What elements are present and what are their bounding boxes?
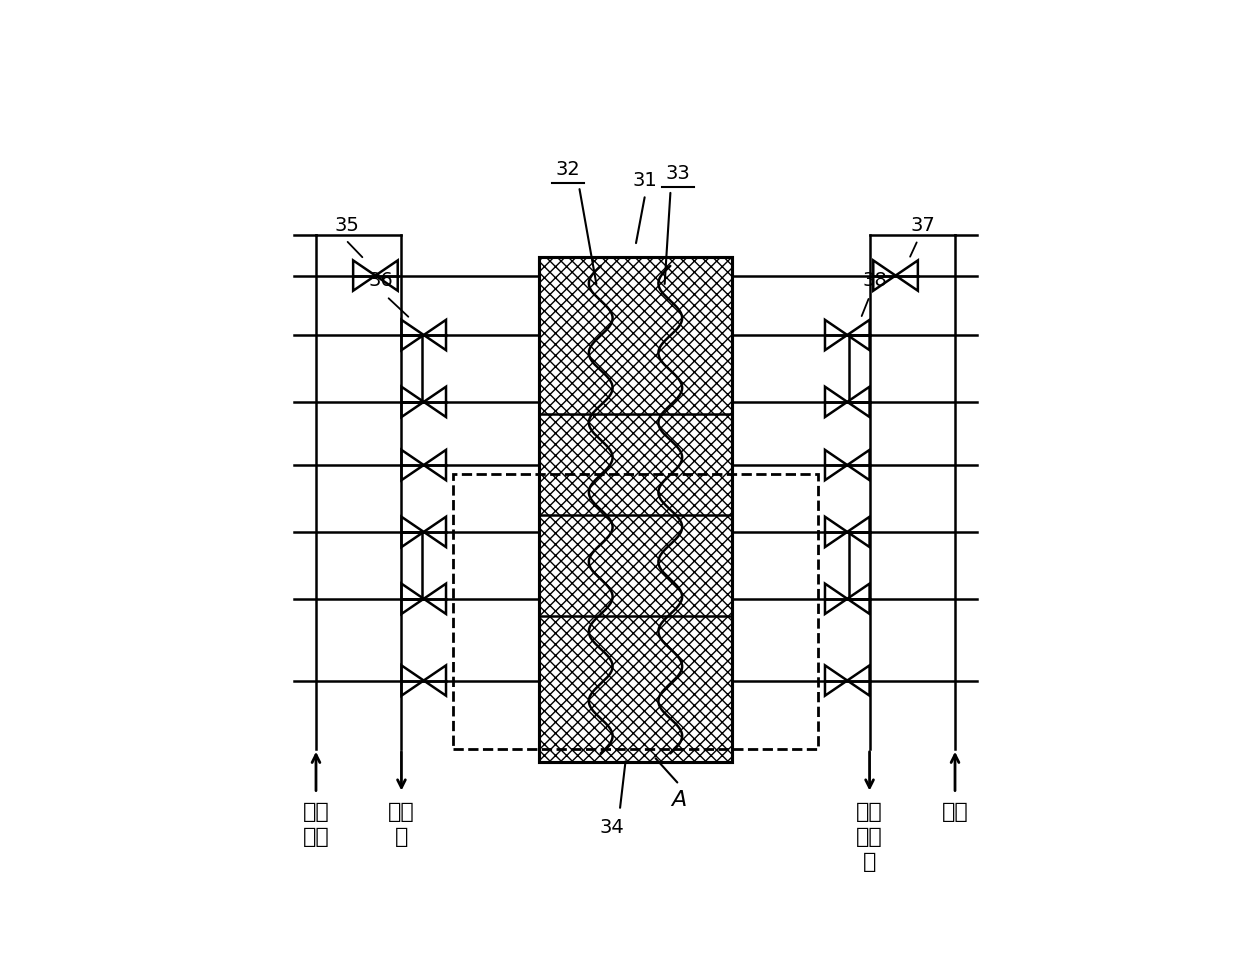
Text: 32: 32 xyxy=(556,160,580,179)
Text: 37: 37 xyxy=(910,216,935,234)
Text: A: A xyxy=(672,789,687,810)
Bar xyxy=(539,257,732,762)
Text: 冷水: 冷水 xyxy=(941,802,968,822)
Text: 过热
蒸汽: 过热 蒸汽 xyxy=(303,802,330,847)
Text: 31: 31 xyxy=(632,171,657,190)
Text: 热水
或蒸
汽: 热水 或蒸 汽 xyxy=(856,802,883,872)
Text: 36: 36 xyxy=(368,271,393,290)
Bar xyxy=(539,257,732,762)
Bar xyxy=(454,474,817,749)
Text: 38: 38 xyxy=(862,271,887,290)
Text: 35: 35 xyxy=(335,216,360,234)
Text: 凝结
水: 凝结 水 xyxy=(388,802,415,847)
Text: 34: 34 xyxy=(600,818,625,837)
Text: 33: 33 xyxy=(666,164,691,182)
